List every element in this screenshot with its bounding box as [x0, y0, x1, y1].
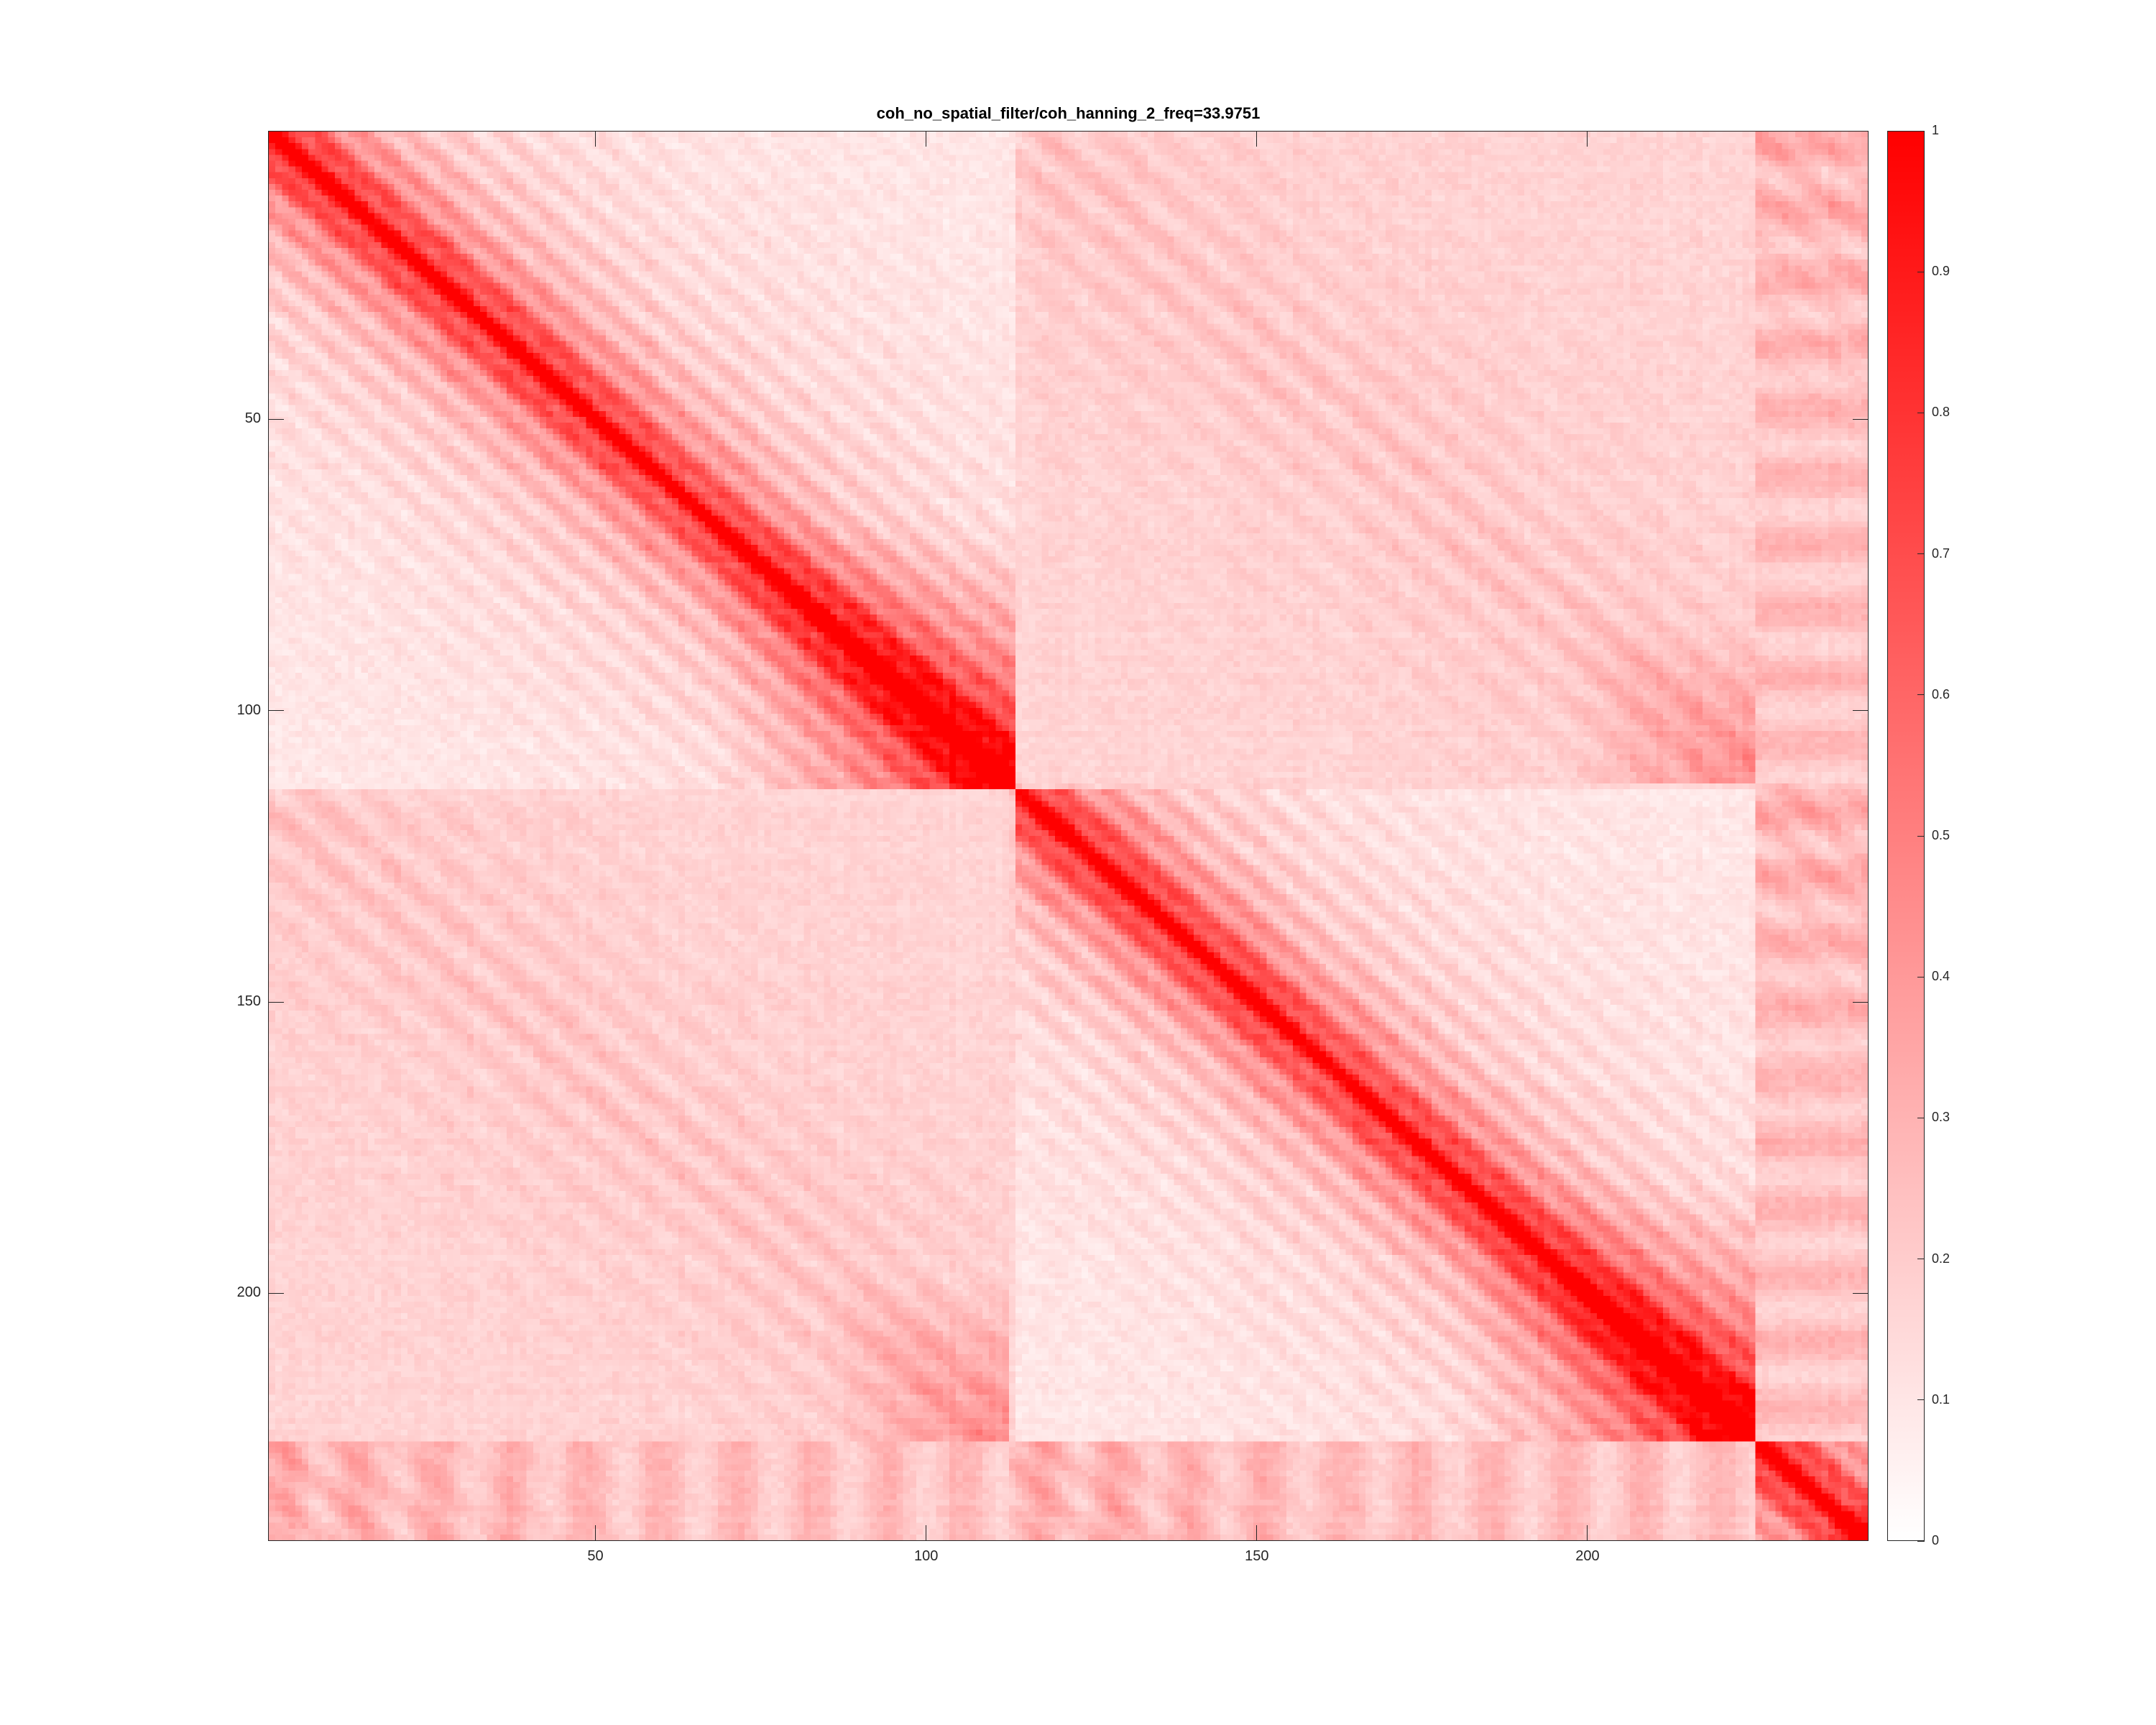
colorbar-tick-mark: [1917, 130, 1925, 132]
colorbar-tick-label: 0.6: [1932, 686, 1950, 702]
colorbar-tick-label: 0.7: [1932, 546, 1950, 561]
y-tick-label: 150: [236, 993, 261, 1010]
colorbar-tick-mark: [1917, 553, 1925, 555]
x-tick-mark-top: [595, 131, 596, 147]
x-tick-label: 200: [1575, 1548, 1600, 1564]
y-tick-mark-right: [1853, 418, 1869, 420]
y-tick-mark-right: [1853, 1292, 1869, 1294]
colorbar-tick-label: 0.3: [1932, 1110, 1950, 1125]
x-tick-mark: [595, 1525, 596, 1541]
y-tick-label: 200: [236, 1284, 261, 1301]
colorbar-tick-mark: [1917, 835, 1925, 837]
heatmap-axes: [268, 131, 1869, 1541]
colorbar-tick-mark: [1917, 1399, 1925, 1401]
y-tick-mark-right: [1853, 1001, 1869, 1003]
x-tick-label: 150: [1245, 1548, 1269, 1564]
y-tick-mark: [268, 1292, 284, 1294]
colorbar-tick-label: 0: [1932, 1533, 1940, 1547]
colorbar-tick-label: 0.1: [1932, 1392, 1950, 1407]
colorbar-tick-mark: [1917, 976, 1925, 978]
x-tick-mark: [1587, 1525, 1588, 1541]
y-tick-mark: [268, 1001, 284, 1003]
colorbar-tick-label: 0.2: [1932, 1251, 1950, 1266]
y-tick-label: 50: [244, 410, 261, 427]
colorbar-tick-label: 0.9: [1932, 264, 1950, 279]
y-tick-label: 100: [236, 702, 261, 718]
x-tick-label: 50: [587, 1548, 604, 1564]
colorbar-tick-label: 1: [1932, 123, 1940, 137]
x-tick-mark-top: [1587, 131, 1588, 147]
colorbar-tick-label: 0.4: [1932, 969, 1950, 984]
y-tick-mark: [268, 418, 284, 420]
colorbar-tick-mark: [1917, 694, 1925, 696]
colorbar-tick-label: 0.8: [1932, 405, 1950, 420]
colorbar-tick-mark: [1917, 1540, 1925, 1542]
y-tick-mark: [268, 710, 284, 712]
x-tick-label: 100: [913, 1548, 939, 1564]
x-tick-mark: [1256, 1525, 1258, 1541]
colorbar-tick-label: 0.5: [1932, 828, 1950, 842]
chart-title: coh_no_spatial_filter/coh_hanning_2_freq…: [876, 104, 1261, 122]
y-tick-mark-right: [1853, 710, 1869, 712]
heatmap-image: [269, 132, 1868, 1540]
x-tick-mark-top: [1256, 131, 1258, 147]
